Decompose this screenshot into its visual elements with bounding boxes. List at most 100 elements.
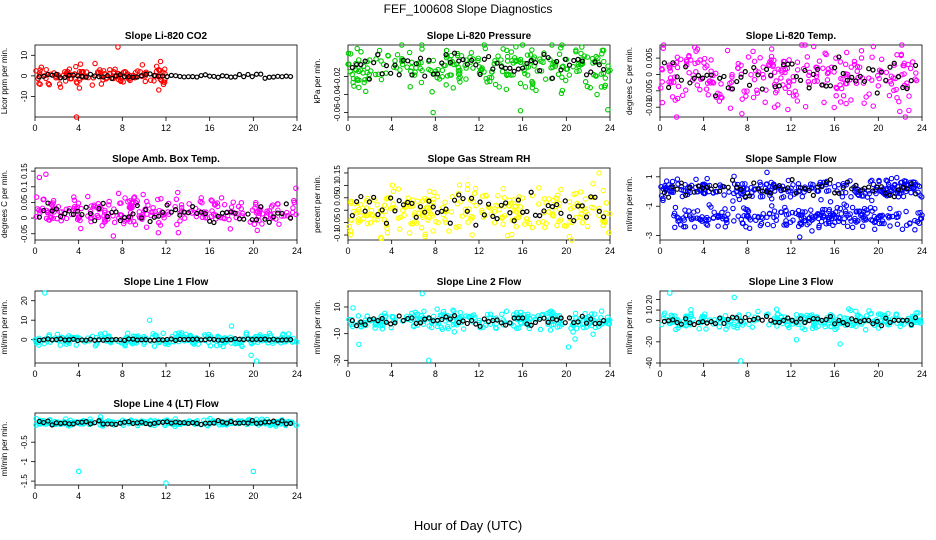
data-point [227, 226, 234, 232]
data-point [357, 201, 364, 208]
data-point [825, 69, 832, 76]
background-point [691, 321, 697, 328]
outlier-point [569, 237, 575, 243]
outlier-point [572, 336, 578, 342]
background-point [712, 320, 719, 327]
x-tick-label: 8 [120, 491, 125, 501]
data-point [516, 58, 522, 64]
data-point [78, 225, 84, 232]
background-point [409, 315, 415, 321]
data-point [457, 67, 463, 74]
background-point [721, 320, 727, 326]
chart-panel-8: Slope Line 2 Flow ml/min per min. 0 4 8 12 16 2… [313, 277, 615, 379]
x-tick-label: 4 [76, 491, 81, 501]
outlier-point [42, 290, 48, 296]
x-tick-label: 12 [786, 123, 796, 133]
data-point [744, 88, 750, 94]
data-point [716, 98, 723, 104]
data-point [33, 194, 40, 200]
background-point [742, 314, 748, 321]
y-axis-label: kPa per min. [313, 59, 322, 104]
background-point [266, 219, 272, 225]
data-point [780, 194, 787, 200]
data-point [430, 57, 437, 64]
background-point [554, 317, 560, 323]
background-point [528, 57, 534, 64]
data-point [866, 75, 872, 81]
background-point [249, 417, 255, 424]
data-point [145, 202, 151, 208]
outlier-point [157, 58, 164, 65]
data-point [529, 81, 536, 87]
background-point [215, 74, 221, 80]
background-point [575, 56, 581, 62]
data-point [894, 51, 900, 58]
outlier-point [739, 110, 745, 117]
background-point [819, 184, 825, 190]
data-point [660, 197, 666, 204]
data-point [901, 71, 907, 77]
chart-panel-5: Slope Gas Stream RH percent per min. 0 4 8 12… [313, 154, 615, 256]
data-point [552, 63, 559, 69]
background-point [670, 317, 676, 323]
y-tick-label: -1 [20, 458, 29, 466]
data-point [797, 212, 804, 219]
background-point [554, 58, 560, 65]
background-point [549, 75, 556, 81]
background-point [464, 61, 470, 67]
data-point [594, 91, 600, 98]
data-point [76, 68, 83, 75]
background-point [168, 209, 174, 215]
data-point [743, 93, 749, 99]
data-point [778, 209, 784, 215]
data-point [798, 42, 805, 48]
background-point [447, 59, 453, 65]
data-point [759, 193, 766, 200]
data-point [181, 215, 188, 221]
data-point [686, 52, 692, 59]
data-point [504, 232, 511, 239]
data-point [894, 174, 900, 181]
data-point [750, 94, 757, 101]
background-point [426, 198, 432, 204]
data-point [450, 85, 456, 91]
background-point [400, 317, 407, 324]
x-tick-label: 24 [917, 123, 927, 133]
background-point [379, 71, 385, 77]
data-point [869, 177, 875, 184]
data-point [738, 71, 745, 78]
x-tick-label: 16 [205, 123, 215, 133]
outlier-point [146, 317, 153, 323]
data-point [917, 192, 923, 199]
outlier-point [163, 480, 169, 486]
background-point [836, 54, 842, 60]
background-point [891, 194, 897, 200]
background-point [912, 191, 919, 197]
data-point [659, 99, 666, 106]
data-point [253, 199, 259, 206]
data-point [535, 219, 542, 226]
outlier-point [565, 344, 572, 350]
y-tick-label: 0 [20, 73, 29, 78]
data-point [856, 208, 863, 214]
data-point [556, 206, 563, 212]
x-tick-label: 20 [873, 369, 883, 379]
background-point [904, 86, 910, 92]
data-point [450, 307, 456, 313]
data-point [595, 323, 602, 330]
background-point [486, 53, 492, 60]
data-point [173, 196, 180, 203]
data-point [768, 57, 774, 63]
x-tick-label: 0 [345, 123, 350, 133]
background-point [354, 323, 360, 329]
data-point [757, 179, 763, 185]
background-point [413, 214, 419, 220]
data-point [731, 324, 737, 330]
data-point [872, 205, 878, 212]
background-point [177, 212, 183, 218]
background-point [58, 75, 64, 81]
data-point [884, 193, 890, 199]
background-point [194, 74, 200, 80]
data-point [378, 58, 384, 64]
data-point [500, 46, 506, 52]
